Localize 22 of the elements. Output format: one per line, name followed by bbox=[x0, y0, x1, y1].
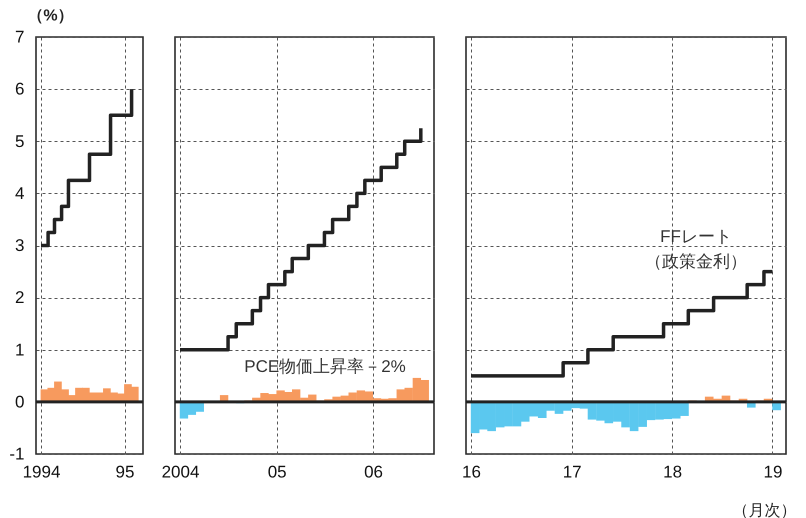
y-tick-label: 0 bbox=[15, 392, 24, 412]
series-label: PCE物価上昇率－2% bbox=[244, 357, 406, 376]
x-tick-label: 1994 bbox=[22, 462, 60, 482]
y-tick-label: 6 bbox=[15, 80, 24, 99]
y-tick-label: 7 bbox=[15, 28, 24, 46]
series-label: FFレート（政策金利） bbox=[645, 227, 747, 271]
y-tick-label: 3 bbox=[15, 236, 24, 255]
x-tick-label: 19 bbox=[764, 462, 782, 482]
y-tick-label: 2 bbox=[15, 288, 24, 308]
x-tick-label: 16 bbox=[462, 462, 481, 482]
x-axis-title: （月次） bbox=[732, 502, 796, 518]
y-tick-label: 1 bbox=[15, 340, 24, 360]
x-tick-label: 95 bbox=[116, 462, 134, 482]
x-tick-label: 2004 bbox=[162, 462, 200, 482]
y-axis-title: （%） bbox=[27, 8, 74, 24]
x-tick-label: 06 bbox=[364, 462, 383, 482]
x-tick-label: 05 bbox=[268, 462, 287, 482]
y-tick-label: -1 bbox=[9, 444, 24, 464]
x-tick-label: 18 bbox=[663, 462, 682, 482]
y-tick-label: 4 bbox=[15, 184, 24, 203]
y-tick-label: 5 bbox=[15, 132, 24, 151]
x-tick-label: 17 bbox=[562, 462, 582, 482]
